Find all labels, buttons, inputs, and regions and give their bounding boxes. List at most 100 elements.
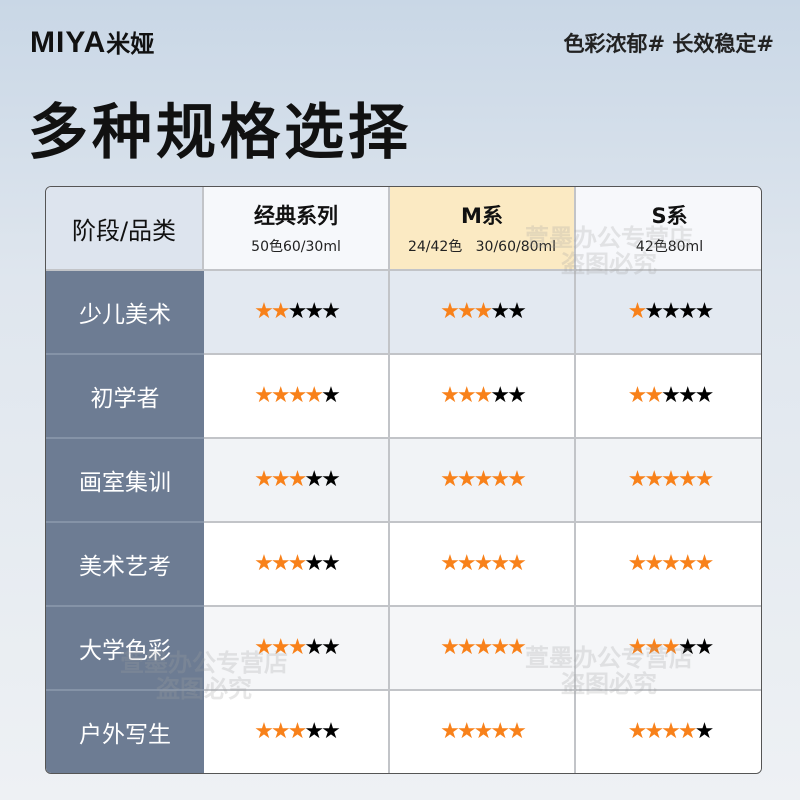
star-filled-icon: ★ (254, 635, 274, 660)
rating-cell: ★★★★★ (576, 523, 761, 607)
star-filled-icon: ★ (287, 551, 308, 576)
star-filled-icon: ★ (661, 551, 681, 576)
star-empty-icon: ★ (661, 383, 681, 408)
star-filled-icon: ★ (456, 467, 477, 492)
star-filled-icon: ★ (254, 383, 274, 408)
star-filled-icon: ★ (677, 719, 698, 744)
star-empty-icon: ★ (694, 635, 715, 660)
rating-cell: ★★★★★ (204, 691, 390, 773)
star-filled-icon: ★ (507, 719, 527, 744)
star-empty-icon: ★ (507, 299, 527, 324)
rating-cell: ★★★★★ (576, 439, 761, 523)
star-filled-icon: ★ (270, 635, 291, 660)
star-empty-icon: ★ (694, 719, 715, 744)
stage-label: 少儿美术 (46, 271, 204, 355)
star-filled-icon: ★ (627, 467, 648, 492)
star-filled-icon: ★ (270, 467, 291, 492)
star-filled-icon: ★ (694, 551, 715, 576)
star-empty-icon: ★ (321, 635, 341, 660)
column-header-s: S系 42色80ml (576, 187, 761, 271)
star-filled-icon: ★ (661, 635, 681, 660)
star-filled-icon: ★ (627, 719, 648, 744)
rating-cell: ★★★★★ (390, 523, 576, 607)
star-filled-icon: ★ (644, 467, 664, 492)
column-header-classic: 经典系列 50色60/30ml (204, 187, 390, 271)
star-empty-icon: ★ (304, 635, 324, 660)
star-filled-icon: ★ (473, 635, 494, 660)
star-filled-icon: ★ (440, 467, 460, 492)
star-empty-icon: ★ (694, 299, 715, 324)
rating-cell: ★★★★★ (576, 691, 761, 773)
brand-logo: MIYA米娅 (30, 26, 155, 59)
star-filled-icon: ★ (440, 551, 460, 576)
star-empty-icon: ★ (321, 467, 341, 492)
star-empty-icon: ★ (304, 299, 324, 324)
rating-cell: ★★★★★ (390, 607, 576, 691)
star-filled-icon: ★ (473, 719, 494, 744)
rating-cell: ★★★★★ (390, 355, 576, 439)
rating-cell: ★★★★★ (390, 691, 576, 773)
star-rating: ★★★★★ (254, 299, 341, 324)
star-empty-icon: ★ (321, 383, 341, 408)
star-filled-icon: ★ (440, 719, 460, 744)
star-rating: ★★★★★ (254, 467, 341, 492)
star-empty-icon: ★ (677, 299, 698, 324)
star-rating: ★★★★★ (628, 383, 715, 408)
star-filled-icon: ★ (507, 551, 527, 576)
star-filled-icon: ★ (490, 635, 510, 660)
rating-cell: ★★★★★ (204, 523, 390, 607)
star-empty-icon: ★ (677, 635, 698, 660)
star-filled-icon: ★ (490, 467, 510, 492)
rating-cell: ★★★★★ (204, 607, 390, 691)
star-filled-icon: ★ (644, 551, 664, 576)
star-empty-icon: ★ (321, 299, 341, 324)
star-filled-icon: ★ (254, 467, 274, 492)
star-rating: ★★★★★ (440, 635, 527, 660)
slogan: 色彩浓郁# 长效稳定# (563, 32, 774, 56)
stage-label: 画室集训 (46, 439, 204, 523)
star-filled-icon: ★ (473, 383, 494, 408)
star-filled-icon: ★ (287, 383, 308, 408)
star-filled-icon: ★ (254, 299, 274, 324)
star-filled-icon: ★ (677, 551, 698, 576)
star-filled-icon: ★ (661, 719, 681, 744)
page-title: 多种规格选择 (28, 98, 412, 168)
star-empty-icon: ★ (694, 383, 715, 408)
star-filled-icon: ★ (270, 383, 291, 408)
star-empty-icon: ★ (644, 299, 664, 324)
star-filled-icon: ★ (440, 299, 460, 324)
star-filled-icon: ★ (456, 719, 477, 744)
rating-cell: ★★★★★ (204, 271, 390, 355)
rating-cell: ★★★★★ (390, 271, 576, 355)
star-filled-icon: ★ (270, 551, 291, 576)
comparison-table: 阶段/品类 经典系列 50色60/30ml M系 24/42色 30/60/80ml… (45, 186, 762, 774)
star-filled-icon: ★ (627, 635, 648, 660)
star-empty-icon: ★ (304, 551, 324, 576)
star-filled-icon: ★ (473, 551, 494, 576)
star-rating: ★★★★★ (440, 299, 527, 324)
star-rating: ★★★★★ (627, 719, 715, 744)
stage-label: 大学色彩 (46, 607, 204, 691)
star-empty-icon: ★ (304, 719, 324, 744)
star-empty-icon: ★ (321, 719, 341, 744)
star-rating: ★★★★★ (254, 383, 341, 408)
star-rating: ★★★★★ (254, 635, 341, 660)
star-empty-icon: ★ (304, 467, 324, 492)
star-filled-icon: ★ (456, 383, 477, 408)
star-filled-icon: ★ (270, 299, 291, 324)
star-filled-icon: ★ (254, 551, 274, 576)
star-rating: ★★★★★ (627, 299, 715, 324)
star-empty-icon: ★ (321, 551, 341, 576)
star-filled-icon: ★ (627, 299, 648, 324)
star-rating: ★★★★★ (440, 719, 527, 744)
star-filled-icon: ★ (270, 719, 291, 744)
rating-cell: ★★★★★ (576, 355, 761, 439)
star-empty-icon: ★ (507, 383, 527, 408)
star-empty-icon: ★ (287, 299, 308, 324)
star-rating: ★★★★★ (440, 467, 527, 492)
star-filled-icon: ★ (644, 383, 664, 408)
star-filled-icon: ★ (456, 299, 477, 324)
star-rating: ★★★★★ (440, 383, 527, 408)
star-filled-icon: ★ (440, 383, 460, 408)
star-filled-icon: ★ (473, 299, 494, 324)
